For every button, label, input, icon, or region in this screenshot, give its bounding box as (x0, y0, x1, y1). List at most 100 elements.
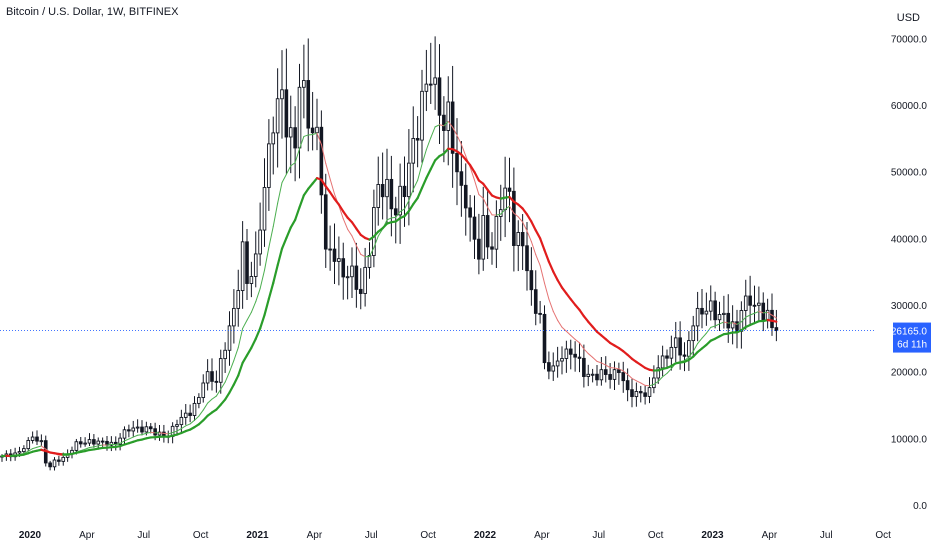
ema-slow-segment (272, 264, 279, 285)
ema-fast-segment (570, 334, 576, 340)
candle-body (389, 178, 394, 210)
ema-slow-segment (254, 327, 262, 340)
candle (520, 214, 525, 270)
currency-label[interactable]: USD (896, 12, 920, 24)
candles-layer (0, 36, 779, 471)
candle (586, 364, 591, 387)
ema-fast-segment (771, 314, 777, 319)
x-tick-label: Apr (79, 530, 95, 541)
candle-body (695, 307, 700, 327)
candle (533, 270, 538, 326)
candle (582, 344, 586, 388)
ema-slow-segment (320, 178, 327, 188)
price-axis[interactable]: 0.0 10000.0 20000.0 30000.0 40000.0 50000.0 60… (891, 34, 928, 512)
candle-body (730, 321, 735, 329)
candle-body (367, 255, 372, 268)
x-tick-label: Oct (875, 530, 891, 541)
candle-body (262, 187, 267, 231)
candle (148, 423, 153, 434)
ema-fast-segment (767, 311, 773, 316)
ema-fast-segment (434, 124, 440, 128)
candle-body (74, 441, 79, 451)
ema-fast-segment (132, 434, 139, 438)
candle-body (350, 265, 354, 278)
candle-body (459, 171, 464, 186)
candle (512, 167, 516, 272)
ema-fast-segment (316, 132, 322, 145)
ema-fast-segment (587, 353, 594, 358)
candle-body (332, 248, 337, 262)
candle (201, 374, 206, 403)
candle-body (625, 380, 630, 391)
candle (568, 339, 573, 370)
ema-fast-segment (719, 321, 725, 325)
ema-slow-segment (250, 337, 257, 349)
candle-body (100, 440, 105, 443)
price-tag-value: 26165.0 (891, 327, 928, 338)
candle (577, 342, 582, 373)
ema-fast-segment (360, 253, 366, 258)
ema-fast-segment (299, 135, 305, 150)
candle-body (179, 416, 184, 426)
candle (529, 247, 534, 306)
x-tick-label: 2021 (246, 530, 269, 541)
candle (140, 420, 144, 436)
candle (39, 434, 44, 446)
candle (708, 285, 713, 321)
ema-fast-segment (740, 316, 747, 323)
candle-body (87, 439, 92, 444)
candle-body (761, 302, 766, 321)
candle-body (765, 309, 770, 321)
candle (96, 437, 101, 449)
ema-slow-segment (298, 194, 305, 209)
candle-body (376, 184, 381, 208)
candle (297, 63, 302, 179)
candle (722, 295, 726, 329)
x-tick-label: Apr (307, 530, 323, 541)
ema-fast-segment (347, 228, 353, 237)
candle (363, 247, 367, 307)
candle-body (57, 459, 61, 462)
ema-fast-segment (592, 356, 598, 362)
candle (542, 305, 547, 370)
ema-fast-segment (246, 311, 252, 321)
ema-slow-segment (241, 354, 249, 364)
candle (358, 268, 363, 310)
candle-body (735, 321, 739, 332)
candle-body (442, 114, 446, 131)
ema-fast-segment (443, 120, 449, 127)
ema-fast-segment (504, 205, 510, 210)
candle-body (691, 325, 696, 342)
ema-slow-segment (307, 182, 314, 190)
ema-fast-segment (233, 347, 239, 361)
candle (310, 91, 315, 151)
candle (288, 95, 293, 174)
candle-body (48, 462, 52, 468)
candle (135, 419, 140, 433)
candle-body (61, 456, 66, 462)
candle (420, 69, 424, 163)
candle (385, 148, 389, 223)
ema-slow-segment (324, 185, 332, 194)
ema-fast-segment (749, 312, 755, 316)
candle-body (328, 248, 332, 251)
time-axis[interactable]: 2020 Apr Jul Oct 2021 Apr Jul Oct 2022 Apr Jul Oct 2… (19, 530, 891, 541)
ema-slow-segment (591, 325, 599, 333)
price-tag[interactable]: 26165.0 6d 11h (891, 322, 931, 353)
ema-fast-segment (128, 436, 134, 440)
ema-fast-segment (430, 126, 436, 139)
candle-body (420, 90, 424, 141)
candle (603, 356, 608, 383)
ema-fast-segment (369, 247, 375, 258)
candle (57, 455, 61, 466)
ema-slow-segment (543, 249, 550, 263)
ema-fast-segment (600, 362, 607, 366)
ema-slow-segment (302, 187, 310, 197)
symbol-legend[interactable]: Bitcoin / U.S. Dollar, 1W, BITFINEX (6, 6, 179, 18)
candle-body (323, 194, 328, 250)
candle-body (512, 190, 516, 246)
candle (87, 433, 92, 447)
candle-body (665, 355, 669, 359)
